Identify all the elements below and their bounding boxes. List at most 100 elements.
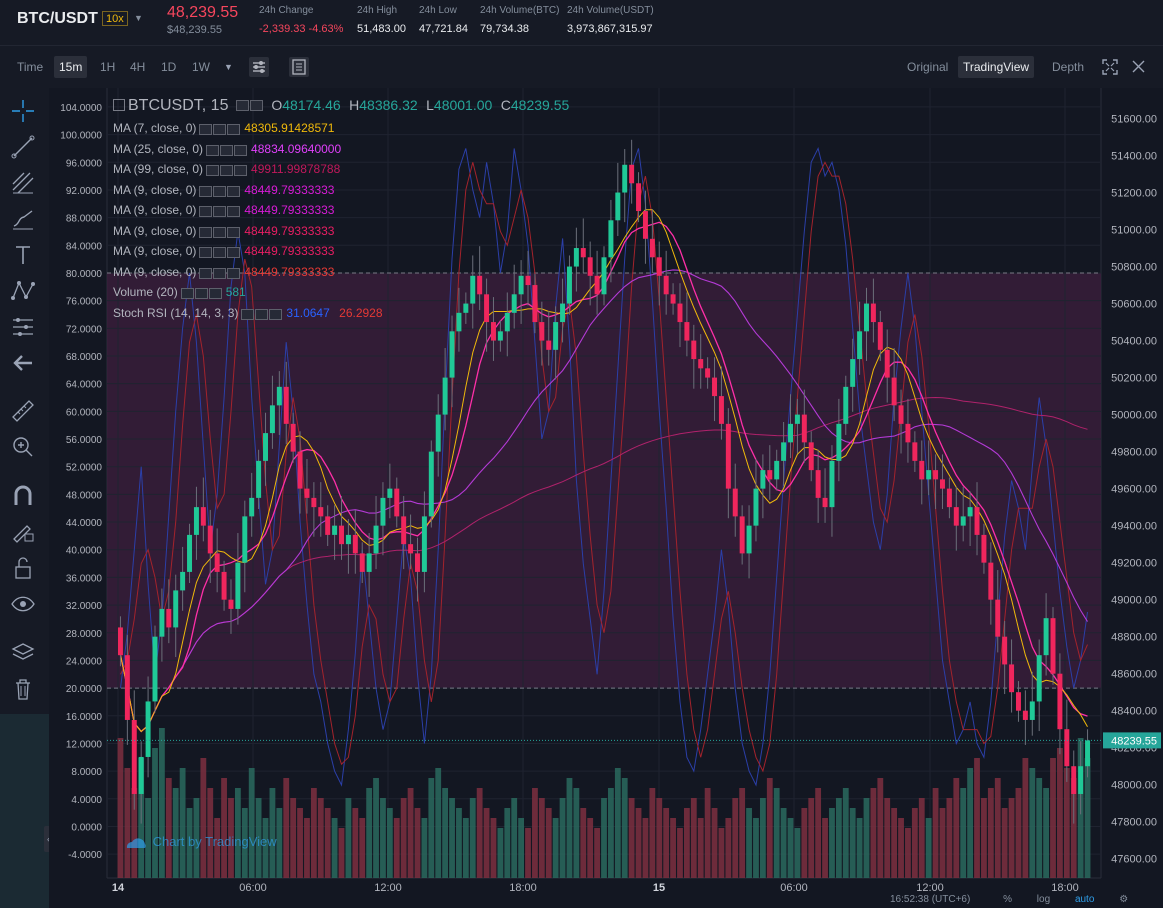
indicator-controls[interactable]: [199, 183, 241, 197]
prediction-tool-icon[interactable]: [10, 314, 36, 340]
volume-bar: [1022, 758, 1029, 878]
indicator-controls[interactable]: [199, 245, 241, 259]
candle: [939, 479, 945, 489]
time-axis-label: 06:00: [239, 882, 267, 894]
ma-legend-row[interactable]: MA (9, close, 0) 48449.79333333: [113, 203, 334, 218]
close-value: 48239.55: [510, 97, 570, 114]
candle: [808, 442, 814, 471]
candle: [767, 470, 773, 480]
candle: [587, 257, 593, 276]
ma-legend-row[interactable]: MA (9, close, 0) 48449.79333333: [113, 244, 334, 259]
indicator-name: MA (9, close, 0): [113, 203, 197, 217]
auto-toggle[interactable]: auto: [1074, 894, 1095, 905]
indicator-controls[interactable]: [199, 204, 241, 218]
indicator-controls[interactable]: [199, 265, 241, 279]
volume-bar: [228, 798, 234, 878]
timeframe-1W[interactable]: 1W: [192, 60, 210, 74]
zoom-in-icon[interactable]: [10, 434, 36, 460]
candle: [753, 488, 759, 526]
chart-list-icon[interactable]: [288, 56, 310, 78]
timeframe-4H[interactable]: 4H: [130, 60, 146, 74]
lock-drawings-icon[interactable]: [10, 519, 36, 545]
view-original-button[interactable]: Original: [907, 60, 949, 74]
collapse-legend-icon[interactable]: [113, 99, 125, 111]
collapse-toolbar-button[interactable]: ‹: [44, 826, 53, 852]
volume-legend-row[interactable]: Volume (20) 581: [113, 285, 246, 300]
time-label[interactable]: Time: [17, 60, 44, 74]
close-icon[interactable]: [1132, 60, 1145, 73]
indicator-controls[interactable]: [206, 142, 248, 156]
indicator-controls[interactable]: [180, 286, 223, 300]
chart-area[interactable]: 104.0000 100.0000 96.0000 92.0000 88.0000 84.…: [49, 88, 1163, 908]
volume-bar: [835, 798, 842, 878]
fullscreen-icon[interactable]: [1102, 59, 1118, 75]
candle: [470, 275, 476, 304]
price-axis-label: 51600.00: [1111, 114, 1157, 126]
indicator-controls[interactable]: [199, 122, 241, 136]
timeframe-15m[interactable]: 15m: [54, 56, 88, 78]
volume-bar: [186, 808, 193, 878]
ma-legend-row[interactable]: MA (9, close, 0) 48449.79333333: [113, 183, 334, 198]
candle: [339, 525, 344, 545]
brush-icon[interactable]: [10, 206, 36, 232]
view-tradingview-button[interactable]: TradingView: [958, 56, 1035, 78]
indicator-controls[interactable]: [199, 224, 241, 238]
volume-bar: [200, 758, 207, 878]
indicator-controls[interactable]: [206, 163, 248, 177]
ma-legend-row[interactable]: MA (9, close, 0) 48449.79333333: [113, 224, 334, 239]
ruler-icon[interactable]: [10, 398, 36, 424]
indicator-settings-icon[interactable]: [248, 56, 270, 78]
ma-legend-row[interactable]: MA (9, close, 0) 48449.79333333: [113, 265, 334, 280]
timeframe-1D[interactable]: 1D: [161, 60, 177, 74]
volume-bar: [262, 818, 269, 878]
volume-bar: [497, 828, 504, 878]
current-price-label: 48239.55: [1111, 735, 1157, 747]
gear-icon[interactable]: ⚙: [1119, 894, 1129, 905]
volume-bar: [587, 818, 594, 878]
volume-bar: [642, 818, 649, 878]
arrow-left-icon[interactable]: [10, 350, 36, 376]
stoch-legend-row[interactable]: Stoch RSI (14, 14, 3, 3) 31.0647 26.2928: [113, 306, 383, 321]
ma-legend-row[interactable]: MA (7, close, 0) 48305.91428571: [113, 121, 334, 136]
eye-icon[interactable]: [10, 591, 36, 617]
percent-toggle[interactable]: %: [1003, 894, 1013, 905]
candle: [573, 248, 579, 267]
indicator-controls[interactable]: [241, 306, 283, 320]
ma-legend-row[interactable]: MA (99, close, 0) 49911.99878788: [113, 162, 340, 177]
pair-title[interactable]: BTC/USDT: [17, 10, 98, 27]
view-depth-button[interactable]: Depth: [1052, 60, 1085, 74]
chevron-down-icon[interactable]: ▼: [134, 13, 143, 23]
candle: [207, 525, 213, 554]
candle: [677, 303, 683, 323]
pattern-tool-icon[interactable]: [10, 278, 36, 304]
candle: [532, 285, 538, 323]
price-chart[interactable]: 104.0000 100.0000 96.0000 92.0000 88.0000 84.…: [49, 88, 1163, 908]
crosshair-icon[interactable]: [10, 98, 36, 124]
candle: [822, 497, 828, 508]
volume-bar: [960, 788, 967, 878]
volume-bar: [207, 788, 214, 878]
candle: [442, 377, 448, 415]
volume-bar: [345, 798, 352, 878]
unlock-icon[interactable]: [10, 555, 36, 581]
trend-line-icon[interactable]: [10, 134, 36, 160]
indicator-name: MA (9, close, 0): [113, 244, 197, 258]
timeframe-1H[interactable]: 1H: [100, 60, 116, 74]
trash-icon[interactable]: [10, 676, 36, 702]
leverage-badge[interactable]: 10x: [102, 11, 128, 26]
log-toggle[interactable]: log: [1036, 894, 1051, 905]
stoch-axis-label: 56.0000: [66, 435, 103, 446]
volume-bar: [442, 788, 449, 878]
candle: [1050, 618, 1056, 674]
high-value: 48386.32: [359, 97, 418, 114]
volume-bar: [214, 818, 221, 878]
fib-tool-icon[interactable]: [10, 170, 36, 196]
layers-icon[interactable]: [10, 640, 36, 666]
ma-legend-row[interactable]: MA (25, close, 0) 48834.09640000: [113, 142, 341, 157]
timeframe-dropdown-icon[interactable]: ▼: [224, 62, 233, 72]
candle: [1057, 673, 1063, 730]
text-tool-icon[interactable]: [10, 242, 36, 268]
magnet-icon[interactable]: [10, 483, 36, 509]
legend-controls[interactable]: [235, 97, 264, 115]
tradingview-watermark[interactable]: Chart by TradingView: [125, 834, 277, 850]
